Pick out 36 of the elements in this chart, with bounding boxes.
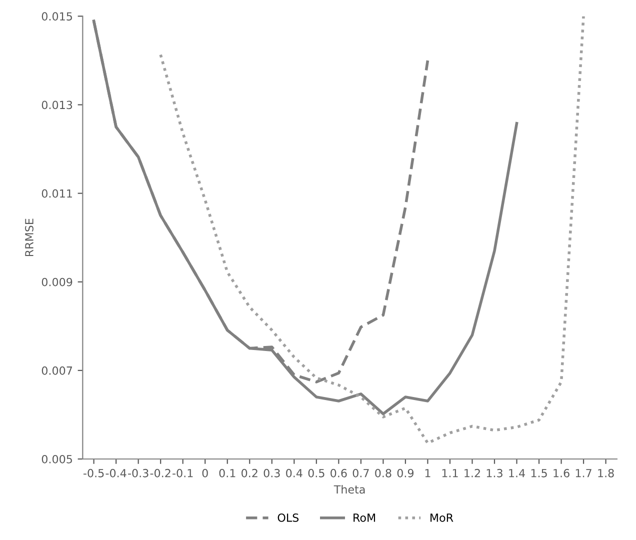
x-tick-label: -0.2 (150, 468, 170, 478)
x-tick-label: -0.1 (172, 468, 193, 478)
x-tick-label: 0.6 (330, 468, 347, 478)
x-tick-label: 0.3 (264, 468, 280, 478)
x-tick-label: 1.4 (509, 469, 525, 478)
legend-label: OLS (278, 513, 299, 522)
legend-label: RoM (354, 514, 376, 522)
y-tick-label: 0.015 (42, 12, 72, 21)
x-tick-label: 1.6 (554, 468, 570, 478)
y-axis-title: RRMSE (25, 218, 34, 256)
x-tick-label: 0.7 (352, 468, 369, 478)
x-tick-label: 0.2 (242, 468, 258, 478)
line-series (159, 16, 585, 444)
legend-label: MoR (430, 514, 454, 522)
x-axis-title: Theta (334, 485, 365, 494)
x-tick-label: 1.1 (442, 469, 458, 478)
x-tick-label: 0.4 (286, 468, 302, 478)
x-tick-label: 0.1 (219, 468, 236, 478)
x-tick-label: 1 (425, 469, 430, 478)
x-tick-label: -0.4 (106, 468, 126, 478)
x-tick-label: 0.9 (397, 468, 414, 478)
y-tick-label: 0.013 (42, 100, 72, 110)
x-tick-label: 0 (202, 468, 208, 478)
y-tick-label: 0.009 (42, 278, 72, 286)
x-tick-label: -0.3 (128, 468, 148, 478)
x-tick-label: 0.8 (375, 468, 392, 478)
x-tick-label: -0.5 (84, 468, 104, 478)
x-tick-label: 1.7 (576, 469, 592, 478)
x-tick-label: 1.8 (598, 468, 614, 478)
x-tick-label: 0.5 (308, 468, 324, 478)
x-tick-label: 1.2 (464, 468, 480, 478)
y-tick-label: 0.011 (42, 189, 72, 198)
y-tick-label: 0.005 (42, 454, 72, 464)
x-tick-label: 1.5 (531, 469, 547, 478)
y-tick-label: 0.007 (42, 366, 72, 375)
x-tick-label: 1.3 (486, 468, 502, 478)
